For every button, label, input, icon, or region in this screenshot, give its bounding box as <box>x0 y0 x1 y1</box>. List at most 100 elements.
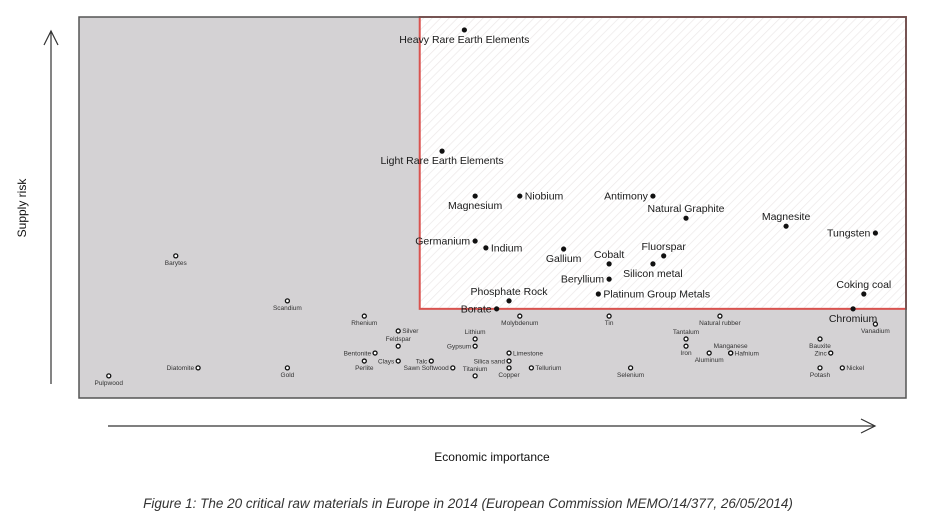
noncritical-point-rhenium <box>361 313 367 319</box>
critical-point-niobium <box>517 193 523 199</box>
noncritical-point-gypsum <box>472 343 478 349</box>
noncritical-label: Aluminum <box>695 357 724 364</box>
noncritical-point-barytes <box>173 253 179 259</box>
critical-label: Phosphate Rock <box>471 286 549 298</box>
critical-point-light-rare-earth-elements <box>439 148 445 154</box>
critical-label: Cobalt <box>594 249 624 261</box>
noncritical-point-silica-sand <box>506 358 512 364</box>
critical-point-beryllium <box>606 276 612 282</box>
critical-point-indium <box>483 245 489 251</box>
noncritical-point-sawn-softwood <box>450 365 456 371</box>
critical-region <box>418 16 907 310</box>
y-axis-title: Supply risk <box>15 178 29 238</box>
noncritical-label: Gypsum <box>447 343 471 350</box>
noncritical-label: Natural rubber <box>699 320 741 327</box>
critical-point-gallium <box>561 246 567 252</box>
noncritical-point-silver <box>395 328 401 334</box>
noncritical-label: Pulpwood <box>94 380 123 387</box>
critical-label: Germanium <box>415 236 470 248</box>
noncritical-point-limestone <box>506 350 512 356</box>
noncritical-label: Nickel <box>846 365 864 372</box>
noncritical-label: Hafnium <box>735 350 759 357</box>
noncritical-label: Perlite <box>355 365 374 372</box>
noncritical-label: Sawn Softwood <box>404 365 450 372</box>
noncritical-label: Selenium <box>617 372 644 379</box>
critical-point-coking-coal <box>861 291 867 297</box>
x-axis-arrow <box>108 418 877 434</box>
critical-label: Platinum Group Metals <box>603 288 710 300</box>
noncritical-point-bauxite <box>817 336 823 342</box>
noncritical-label: Silver <box>402 328 419 335</box>
critical-point-platinum-group-metals <box>595 291 601 297</box>
noncritical-point-vanadium <box>872 321 879 327</box>
critical-label: Fluorspar <box>642 241 687 253</box>
plot-frame <box>78 16 907 399</box>
noncritical-point-potash <box>817 365 823 371</box>
critical-point-chromium <box>850 306 856 312</box>
y-axis-arrow <box>43 29 59 384</box>
critical-point-natural-graphite <box>683 215 689 221</box>
critical-label: Gallium <box>546 253 582 265</box>
noncritical-label: Iron <box>680 350 692 357</box>
noncritical-point-feldspar <box>395 343 401 349</box>
critical-point-fluorspar <box>661 253 667 259</box>
noncritical-point-hafnium <box>728 350 734 356</box>
noncritical-point-natural-rubber <box>717 313 723 319</box>
noncritical-point-gold <box>284 365 291 371</box>
noncritical-label: Bauxite <box>809 343 831 350</box>
critical-label: Indium <box>491 242 523 254</box>
noncritical-label: Potash <box>810 372 831 379</box>
noncritical-point-pulpwood <box>106 373 112 379</box>
noncritical-point-tin <box>606 313 612 319</box>
critical-label: Heavy Rare Earth Elements <box>399 34 529 46</box>
noncritical-point-tellurium <box>528 365 535 371</box>
critical-label: Light Rare Earth Elements <box>380 155 503 167</box>
noncritical-label: Tantalum <box>673 329 699 336</box>
noncritical-label: Rhenium <box>351 320 377 327</box>
noncritical-label: Barytes <box>165 260 188 267</box>
noncritical-point-selenium <box>627 365 634 371</box>
noncritical-label: Feldspar <box>386 336 412 343</box>
noncritical-label: Limestone <box>513 350 543 357</box>
critical-point-magnesium <box>472 193 478 199</box>
noncritical-label: Tin <box>605 320 614 327</box>
critical-label: Coking coal <box>836 279 891 291</box>
noncritical-point-diatomite <box>195 365 201 371</box>
critical-label: Silicon metal <box>623 268 683 280</box>
noncritical-point-molybdenum <box>517 313 523 319</box>
noncritical-label: Silica sand <box>474 358 506 365</box>
noncritical-label: Manganese <box>714 343 748 350</box>
critical-point-borate <box>494 306 500 312</box>
figure-caption: Figure 1: The 20 critical raw materials … <box>143 496 793 511</box>
noncritical-point-bentonite <box>372 350 378 356</box>
noncritical-label: Clays <box>378 358 395 365</box>
critical-point-germanium <box>472 238 478 244</box>
noncritical-label: Lithium <box>465 329 486 336</box>
x-axis-title: Economic importance <box>434 450 550 464</box>
noncritical-label: Zinc <box>814 350 827 357</box>
data-marks: Heavy Rare Earth Elements Light Rare Eart… <box>94 27 891 387</box>
critical-label: Magnesite <box>762 211 811 223</box>
noncritical-label: Scandium <box>273 305 302 312</box>
critical-point-heavy-rare-earth-elements <box>461 27 467 33</box>
critical-point-antimony <box>650 193 656 199</box>
critical-label: Antimony <box>604 191 649 203</box>
noncritical-label: Molybdenum <box>501 320 538 327</box>
noncritical-point-iron <box>683 343 689 349</box>
noncritical-point-copper <box>506 365 512 371</box>
noncritical-point-perlite <box>361 358 367 364</box>
noncritical-label: Talc <box>416 358 428 365</box>
critical-label: Natural Graphite <box>647 203 724 215</box>
noncritical-point-nickel <box>839 365 845 371</box>
noncritical-point-scandium <box>284 298 291 304</box>
noncritical-point-titanium <box>472 373 478 379</box>
critical-label: Niobium <box>525 191 564 203</box>
critical-label: Borate <box>461 303 492 315</box>
noncritical-point-tantalum <box>683 336 689 342</box>
noncritical-point-zinc <box>828 350 834 356</box>
noncritical-label: Vanadium <box>861 328 890 335</box>
critical-point-tungsten <box>872 230 879 236</box>
noncritical-point-clays <box>395 358 401 364</box>
noncritical-label: Diatomite <box>167 365 195 372</box>
